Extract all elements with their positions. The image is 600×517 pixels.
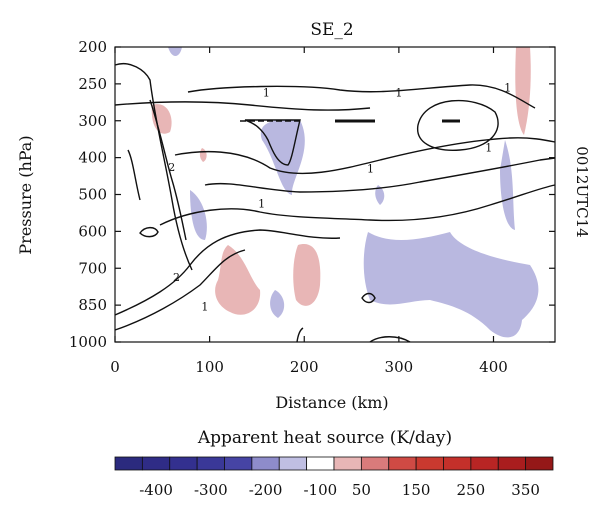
contour-label: 1 <box>395 87 402 100</box>
colorbar-swatch <box>278 456 308 471</box>
y-tick-label: 1000 <box>69 333 107 351</box>
y-tick-label: 700 <box>78 259 107 277</box>
contour-left-closed <box>139 226 159 238</box>
contour-mid-1 <box>174 137 556 175</box>
contour-bottom <box>296 327 304 343</box>
contour-bump <box>244 119 301 166</box>
shade-blue-upper <box>260 119 305 195</box>
colorbar-tick-label: 50 <box>352 481 371 499</box>
shade-blue-mid <box>190 190 207 240</box>
colorbar-tick-label: -300 <box>194 481 228 499</box>
shade-blue-lower-right <box>363 232 539 338</box>
contour-label: 2 <box>168 161 175 174</box>
chart-title: SE_2 <box>310 20 353 40</box>
contour-mid-3 <box>159 184 556 226</box>
colorbar-swatch <box>333 456 362 471</box>
colorbar-tick-label: 350 <box>511 481 540 499</box>
x-axis-label: Distance (km) <box>275 393 388 412</box>
shade-red-lower-2 <box>293 244 321 306</box>
shade-red-small <box>199 148 207 162</box>
contour-left-2 <box>127 149 141 201</box>
colorbar-swatch <box>415 456 444 471</box>
contour-labels: 1 1 1 1 1 1 2 2 1 <box>168 82 511 314</box>
y-tick-label: 400 <box>78 149 107 167</box>
contour-left-3 <box>149 99 187 241</box>
contour-label: 2 <box>173 271 180 284</box>
y-tick-label: 250 <box>78 75 107 93</box>
contour-mid-2 <box>204 157 556 193</box>
shade-blue-right-column <box>500 140 515 230</box>
contour-upper-band-2 <box>114 101 371 111</box>
shade-red-right-top <box>515 47 531 135</box>
contour-bottom-2 <box>369 336 411 343</box>
contour-label: 1 <box>201 300 208 313</box>
contour-upper-closed <box>417 99 499 151</box>
colorbar-tick-label: -400 <box>139 481 173 499</box>
contour-label: 1 <box>485 141 492 154</box>
contour-lines <box>114 63 556 343</box>
colorbar-tick-label: -200 <box>249 481 283 499</box>
shade-blue-top <box>168 47 182 57</box>
y-tick-label: 300 <box>78 112 107 130</box>
plot-area: 1 1 1 1 1 1 2 2 1 0 100 200 300 400 200 250 300 400 500 6… <box>69 38 556 376</box>
contour-left-1 <box>114 63 193 271</box>
y-tick-label: 850 <box>78 296 107 314</box>
x-tick-label: 100 <box>195 358 224 376</box>
colorbar-tick-label: 250 <box>457 481 486 499</box>
contour-label: 1 <box>504 82 511 95</box>
colorbar: -400 -300 -200 -100 50 150 250 350 <box>114 456 554 499</box>
colorbar-swatch <box>443 456 472 471</box>
y-tick-label: 200 <box>78 38 107 56</box>
colorbar-swatch <box>169 456 198 471</box>
colorbar-swatch <box>470 456 499 471</box>
time-label: 0012UTC14 <box>573 146 591 237</box>
shade-red-lower-1 <box>215 245 261 315</box>
contour-upper-band <box>187 84 536 109</box>
x-tick-label: 0 <box>110 358 120 376</box>
colorbar-swatch <box>525 456 554 471</box>
shade-blue-small-1 <box>270 290 285 318</box>
contour-label: 1 <box>258 198 265 211</box>
x-tick-label: 200 <box>290 358 319 376</box>
colorbar-title: Apparent heat source (K/day) <box>197 428 452 448</box>
colorbar-swatch <box>388 456 417 471</box>
y-axis-ticks: 200 250 300 400 500 600 700 850 1000 <box>69 38 555 351</box>
colorbar-swatch <box>306 456 335 471</box>
contour-small-closed <box>361 292 376 304</box>
heat-source-shading <box>151 47 539 338</box>
colorbar-swatch <box>497 456 527 471</box>
y-tick-label: 600 <box>78 222 107 240</box>
y-tick-label: 500 <box>78 186 107 204</box>
shade-red-left <box>151 104 172 134</box>
contour-lower-1 <box>114 229 341 316</box>
colorbar-tick-label: -100 <box>303 481 337 499</box>
colorbar-swatch <box>141 456 171 471</box>
colorbar-swatch <box>114 456 143 471</box>
colorbar-swatch <box>224 456 253 471</box>
contour-lower-2 <box>114 249 246 331</box>
x-axis-ticks: 0 100 200 300 400 <box>110 47 508 376</box>
colorbar-swatch <box>196 456 225 471</box>
colorbar-swatch <box>251 456 280 471</box>
x-tick-label: 300 <box>385 358 414 376</box>
contour-label: 1 <box>263 87 270 100</box>
colorbar-tick-label: 150 <box>402 481 431 499</box>
x-tick-label: 400 <box>479 358 508 376</box>
shade-blue-small-2 <box>375 185 385 205</box>
y-axis-label: Pressure (hPa) <box>16 135 35 254</box>
contour-label: 1 <box>367 163 374 176</box>
colorbar-swatch <box>360 456 390 471</box>
